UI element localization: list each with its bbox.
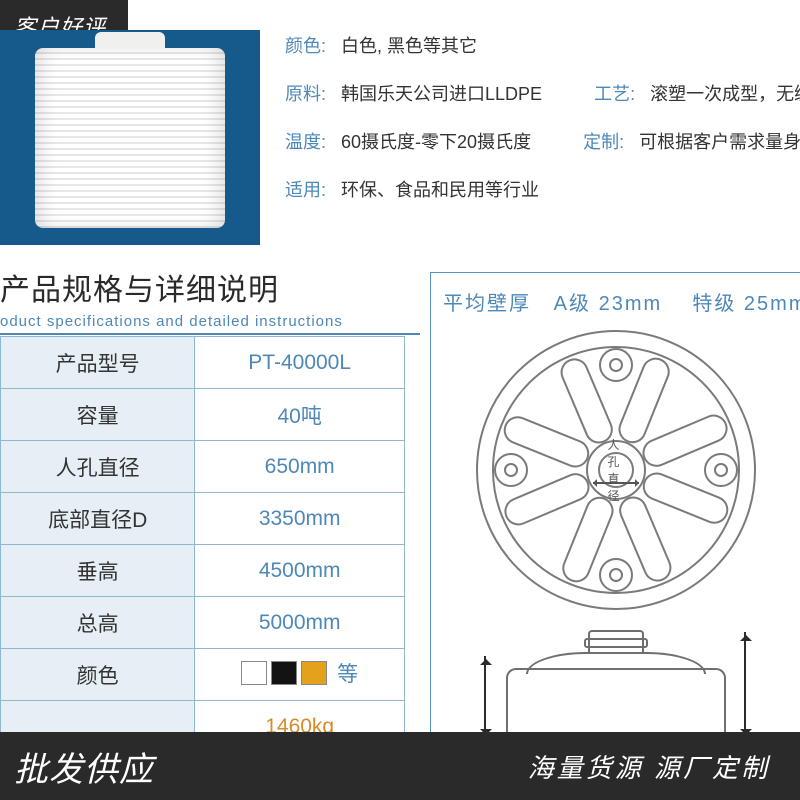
spec-val: 4500mm [195, 545, 405, 597]
attr-val: 环保、食品和民用等行业 [341, 180, 539, 200]
table-row: 颜色 等 [1, 649, 405, 701]
table-row: 产品型号PT-40000L [1, 337, 405, 389]
attr-temp-custom: 温度: 60摄氏度-零下20摄氏度 定制: 可根据客户需求量身定 [285, 128, 800, 154]
handle-circle [599, 348, 633, 382]
swatch-yellow [301, 661, 327, 685]
spec-key: 容量 [1, 389, 195, 441]
spec-table: 产品型号PT-40000L容量40吨人孔直径650mm底部直径D3350mm垂高… [0, 336, 405, 753]
spec-val-colors: 等 [195, 649, 405, 701]
spec-key: 颜色 [1, 649, 195, 701]
attr-apply: 适用: 环保、食品和民用等行业 [285, 176, 800, 202]
attr-key: 工艺: [594, 84, 635, 104]
attr-val: 韩国乐天公司进口LLDPE [341, 84, 542, 104]
grade-special: 特级 25mm [692, 293, 800, 315]
table-row: 人孔直径650mm [1, 441, 405, 493]
product-photo [0, 30, 260, 245]
spec-key: 总高 [1, 597, 195, 649]
table-row: 容量40吨 [1, 389, 405, 441]
attribute-list: 颜色: 白色, 黑色等其它 原料: 韩国乐天公司进口LLDPE 工艺: 滚塑一次… [285, 32, 800, 224]
attr-val: 60摄氏度-零下20摄氏度 [341, 132, 531, 152]
thickness-label: 平均壁厚 [443, 293, 531, 315]
table-row: 垂高4500mm [1, 545, 405, 597]
footer-bar: 批发供应 海量货源 源厂定制 [0, 732, 800, 800]
table-row: 总高5000mm [1, 597, 405, 649]
table-row: 底部直径D3350mm [1, 493, 405, 545]
spec-heading-en: oduct specifications and detailed instru… [0, 313, 420, 335]
tank-illustration [35, 48, 225, 228]
spec-key: 产品型号 [1, 337, 195, 389]
attr-val: 可根据客户需求量身定 [639, 132, 800, 152]
manhole-dimension-arrow [593, 482, 639, 484]
spec-heading: 产品规格与详细说明 oduct specifications and detai… [0, 265, 420, 335]
attr-key: 定制: [583, 132, 624, 152]
tank-side-view [476, 630, 756, 740]
attr-val: 白色, 黑色等其它 [341, 36, 477, 56]
diagram-panel: 平均壁厚 A级 23mm 特级 25mm 人孔直径 [430, 272, 800, 732]
attr-color: 颜色: 白色, 黑色等其它 [285, 32, 800, 58]
attr-key: 原料: [285, 84, 326, 104]
spec-val: 40吨 [195, 389, 405, 441]
spec-key: 垂高 [1, 545, 195, 597]
handle-circle [494, 453, 528, 487]
wall-thickness-row: 平均壁厚 A级 23mm 特级 25mm [443, 287, 788, 316]
handle-circle [599, 558, 633, 592]
spec-val: 3350mm [195, 493, 405, 545]
grade-a: A级 23mm [554, 293, 662, 315]
attr-key: 适用: [285, 180, 326, 200]
manhole-label: 人孔直径 [608, 436, 624, 504]
attr-val: 滚塑一次成型，无缝无 [650, 84, 800, 104]
spec-key: 人孔直径 [1, 441, 195, 493]
dimension-arrow-left [484, 656, 486, 738]
hub-inner: 人孔直径 [598, 452, 634, 488]
badge-bottom-right: 海量货源 源厂定制 [528, 748, 770, 785]
spec-key: 底部直径D [1, 493, 195, 545]
tank-top-view: 人孔直径 [476, 330, 756, 610]
swatch-etc: 等 [337, 658, 358, 688]
swatch-black [271, 661, 297, 685]
attr-key: 颜色: [285, 36, 326, 56]
attr-key: 温度: [285, 132, 326, 152]
badge-bottom-left: 批发供应 [0, 742, 154, 791]
dimension-arrow-right [744, 632, 746, 738]
spec-heading-cn: 产品规格与详细说明 [0, 265, 420, 309]
spec-val: PT-40000L [195, 337, 405, 389]
attr-material-process: 原料: 韩国乐天公司进口LLDPE 工艺: 滚塑一次成型，无缝无 [285, 80, 800, 106]
swatch-white [241, 661, 267, 685]
handle-circle [704, 453, 738, 487]
spec-val: 5000mm [195, 597, 405, 649]
spec-val: 650mm [195, 441, 405, 493]
